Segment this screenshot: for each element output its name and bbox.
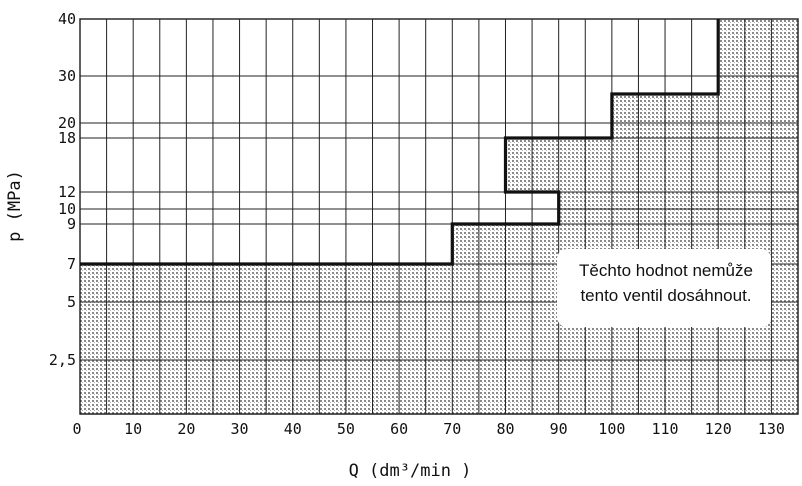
x-tick-label: 110: [651, 420, 678, 438]
y-tick-label: 7: [67, 255, 76, 273]
y-tick-label: 12: [58, 183, 76, 201]
x-tick-label: 130: [758, 420, 785, 438]
x-tick-label: 0: [72, 420, 81, 438]
x-tick-label: 50: [337, 420, 355, 438]
y-tick-label: 5: [67, 293, 76, 311]
y-tick-label: 18: [58, 129, 76, 147]
unreachable-region: [80, 19, 798, 414]
y-tick-label: 40: [58, 10, 76, 28]
annotation-box: [557, 249, 771, 327]
x-tick-label: 40: [284, 420, 302, 438]
y-tick-label: 20: [58, 114, 76, 132]
x-tick-label: 120: [705, 420, 732, 438]
limit-boundary: [80, 19, 720, 266]
x-tick-label: 20: [177, 420, 195, 438]
x-tick-label: 100: [598, 420, 625, 438]
y-axis-title: p (MPa): [5, 170, 25, 242]
x-tick-label: 30: [231, 420, 249, 438]
x-axis-title: Q (dm³/min ): [349, 461, 472, 481]
y-tick-label: 30: [58, 67, 76, 85]
y-tick-label: 9: [67, 215, 76, 233]
x-tick-label: 80: [496, 420, 514, 438]
x-tick-label: 60: [390, 420, 408, 438]
y-tick-label: 10: [58, 200, 76, 218]
tick-labels: 0 10 20 30 40 50 60 70 80 90 100 110 120 1302,5579101…: [49, 10, 785, 438]
y-tick-label: 2,5: [49, 351, 76, 369]
x-tick-label: 10: [124, 420, 142, 438]
annotation-text: Těchto hodnot nemůže tento ventil dosáhn…: [579, 261, 753, 305]
x-tick-label: 70: [443, 420, 461, 438]
shaded-area: [80, 19, 798, 414]
boundary-line: [80, 19, 720, 266]
grid: [79, 18, 799, 415]
x-tick-label: 90: [550, 420, 568, 438]
